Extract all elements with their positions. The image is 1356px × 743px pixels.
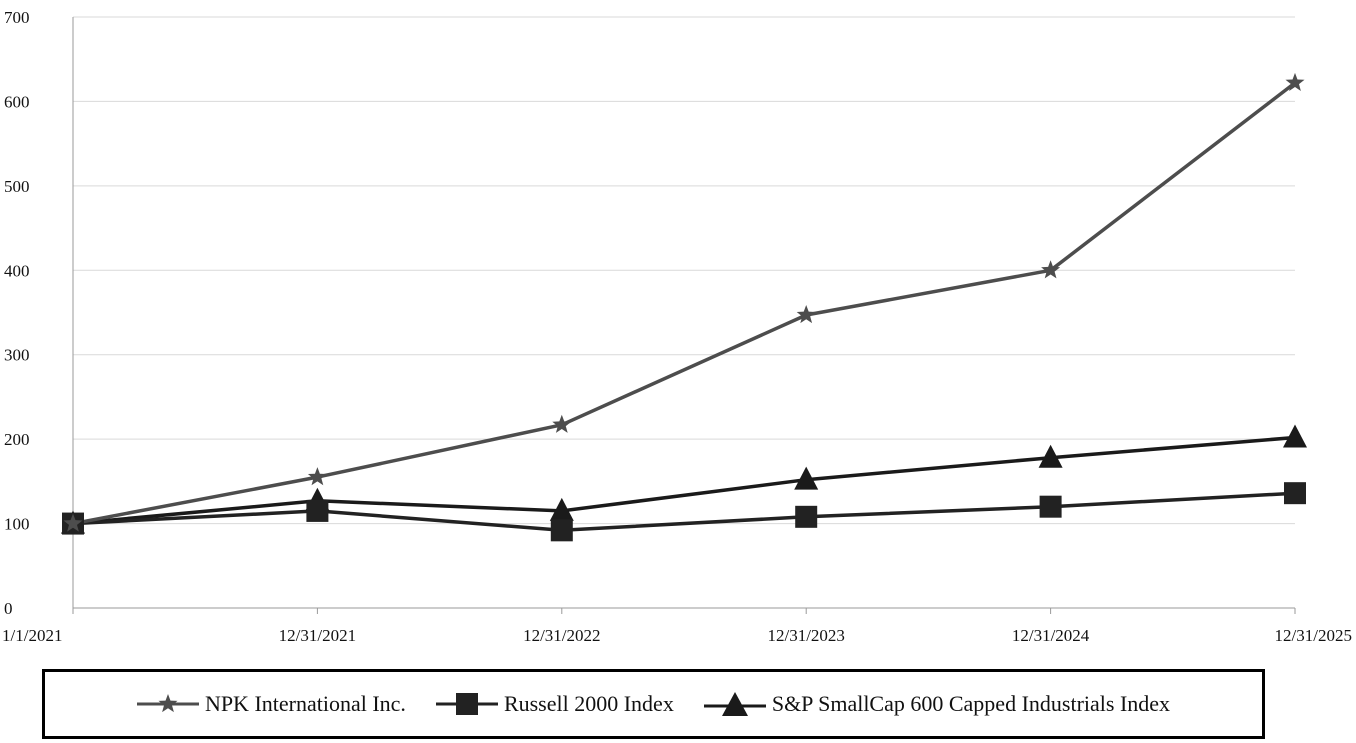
- legend-star-marker-icon: [136, 694, 199, 713]
- y-tick-label-0: 0: [4, 599, 13, 618]
- legend-item-russell: Russell 2000 Index: [435, 689, 674, 719]
- legend-triangle-marker-icon: [703, 692, 766, 716]
- data-point-s2-4: [1038, 444, 1063, 468]
- data-point-s2-2: [549, 497, 574, 521]
- legend-item-sp600: S&P SmallCap 600 Capped Industrials Inde…: [703, 689, 1171, 719]
- data-point-s0-2: [552, 414, 572, 433]
- axes: [72, 17, 1296, 614]
- tick-labels: 0 100 200 300 400 500 600 700 1/1/2021 12/31/2021…: [2, 8, 1352, 645]
- data-point-s1-2: [550, 519, 573, 542]
- series-line-2: [72, 435, 1296, 526]
- data-point-s0-3: [796, 305, 816, 324]
- x-tick-label-3: 12/31/2023: [767, 626, 844, 645]
- gridlines: [73, 16, 1295, 525]
- y-tick-label-400: 400: [4, 261, 30, 280]
- y-tick-label-500: 500: [4, 177, 30, 196]
- data-point-s1-1: [306, 499, 329, 522]
- line-chart: 0 100 200 300 400 500 600 700 1/1/2021 12/31/2021…: [2, 8, 1352, 645]
- y-tick-label-300: 300: [4, 346, 30, 365]
- x-tick-label-4: 12/31/2024: [1012, 626, 1090, 645]
- data-point-s1-4: [1039, 495, 1062, 518]
- legend-label-npk: NPK International Inc.: [204, 691, 406, 716]
- x-tick-label-0: 1/1/2021: [2, 626, 62, 645]
- series-markers: [61, 72, 1307, 542]
- data-point-s2-5: [1283, 424, 1307, 448]
- data-point-s0-5: [1285, 72, 1305, 91]
- legend-item-npk: NPK International Inc.: [136, 689, 406, 719]
- legend: NPK International Inc. Russell 2000 Inde…: [42, 669, 1265, 739]
- series-line-0: [72, 81, 1297, 526]
- x-tick-label-1: 12/31/2021: [279, 626, 356, 645]
- data-point-s0-1: [307, 467, 327, 486]
- series-line-1: [72, 491, 1296, 533]
- x-tick-label-2: 12/31/2022: [523, 626, 600, 645]
- y-tick-label-200: 200: [4, 430, 30, 449]
- y-tick-label-600: 600: [4, 92, 30, 111]
- y-tick-label-700: 700: [4, 8, 30, 27]
- legend-square-marker-icon: [435, 693, 498, 715]
- series-lines: [72, 81, 1297, 533]
- data-point-s0-0: [63, 513, 83, 532]
- legend-label-sp600: S&P SmallCap 600 Capped Industrials Inde…: [771, 691, 1171, 716]
- y-tick-label-100: 100: [4, 515, 30, 534]
- data-point-s1-3: [795, 505, 818, 528]
- data-point-s1-5: [1284, 482, 1306, 505]
- data-point-s2-3: [794, 466, 819, 490]
- data-point-s0-4: [1041, 260, 1061, 279]
- legend-label-russell: Russell 2000 Index: [503, 691, 674, 716]
- x-tick-label-5: 12/31/2025: [1275, 626, 1352, 645]
